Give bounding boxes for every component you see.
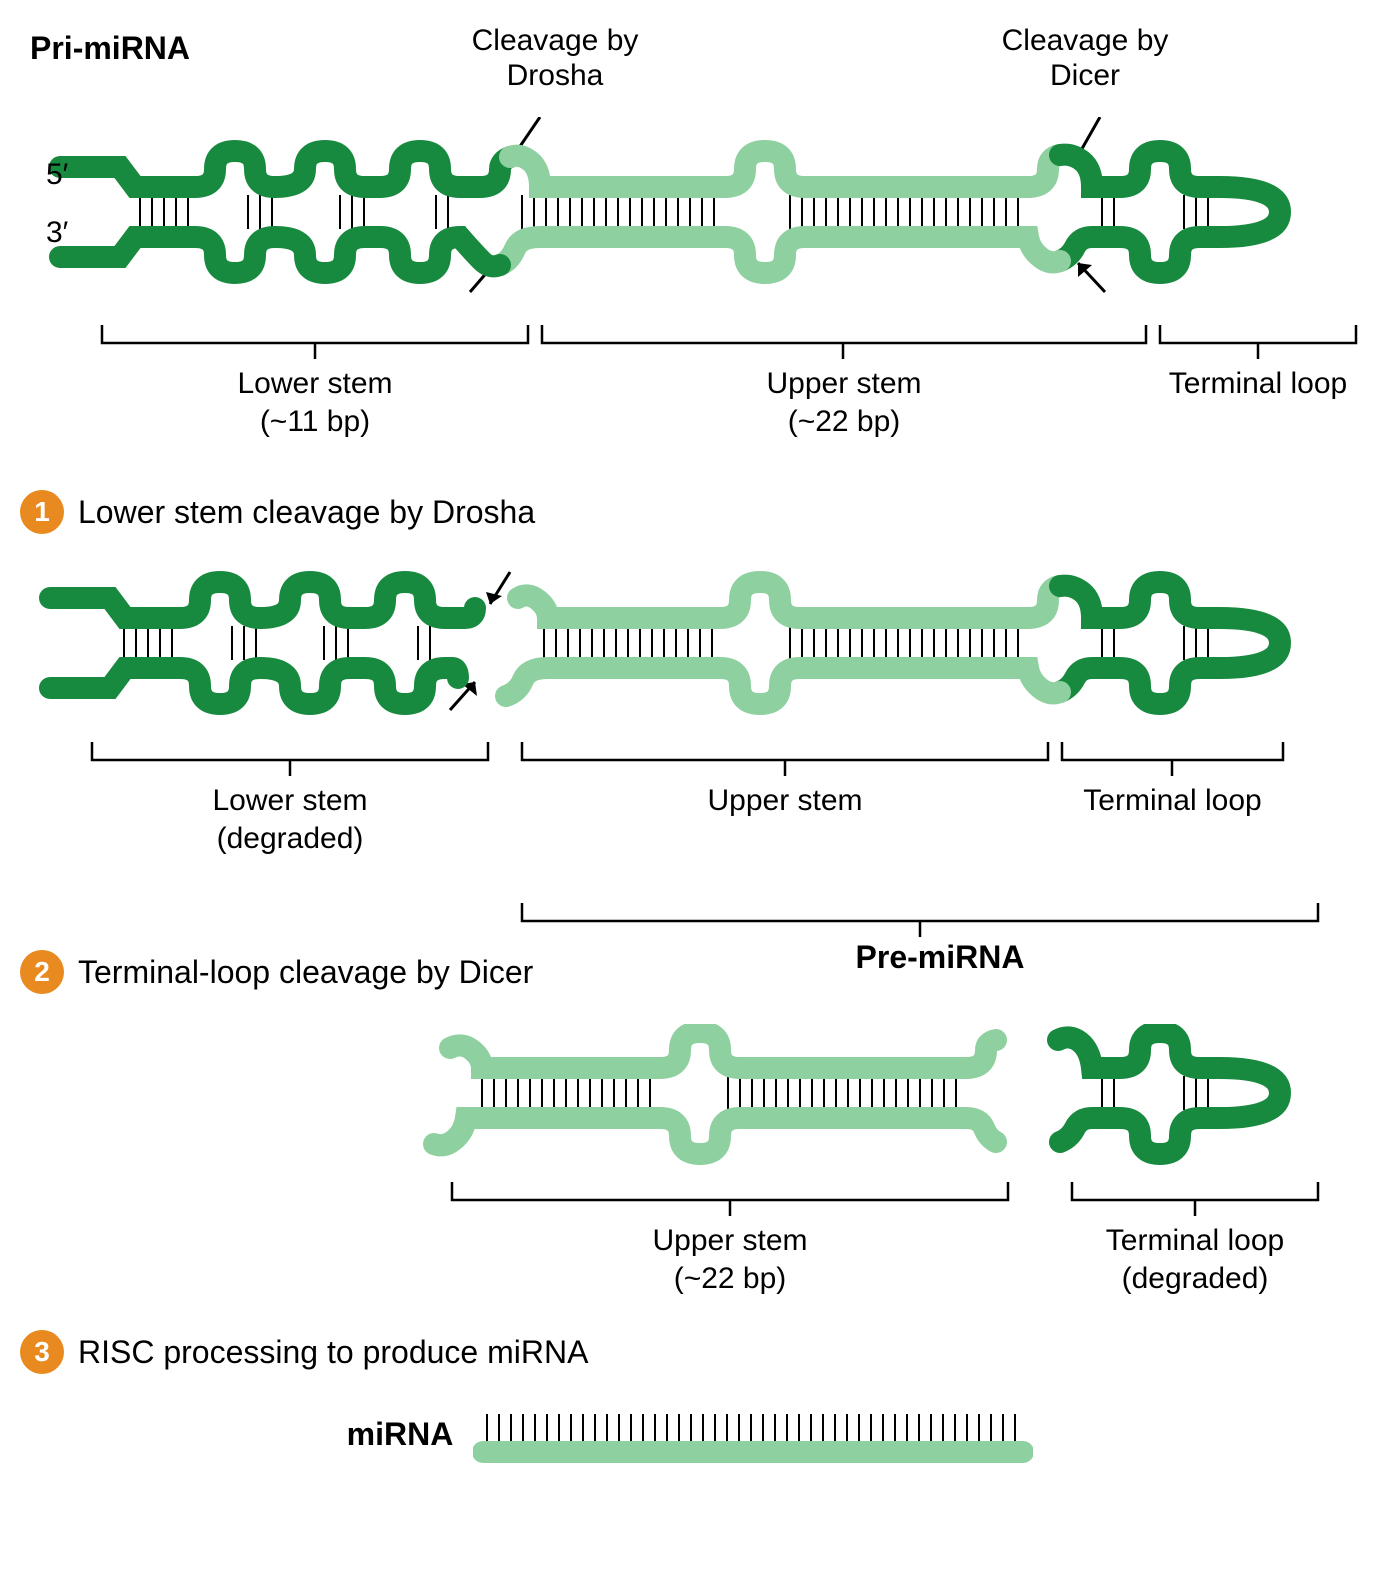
step-2: 2 Terminal-loop cleavage by Dicer Upper … (20, 950, 1360, 1290)
step-3: 3 RISC processing to produce miRNA miRNA (20, 1330, 1360, 1464)
step2-brackets: Upper stem (~22 bp) Terminal loop (degra… (450, 1180, 1360, 1297)
terminal-loop-deg-label: Terminal loop (degraded) (1070, 1222, 1320, 1297)
panel-pri-mirna: Pri-miRNA Cleavage by Drosha Cleavage by… (20, 30, 1360, 450)
step-2-badge: 2 (20, 950, 64, 994)
terminal-loop-label: Terminal loop (1158, 365, 1358, 403)
dicer-cleavage-label: Cleavage by Dicer (980, 24, 1190, 93)
upper-stem-3-label: Upper stem (~22 bp) (450, 1222, 1010, 1297)
drosha-cleavage-label: Cleavage by Drosha (450, 24, 660, 93)
step-1-badge: 1 (20, 490, 64, 534)
mirna-label: miRNA (347, 1416, 454, 1453)
mirna-svg (473, 1404, 1033, 1464)
lower-stem-label: Lower stem (~11 bp) (100, 365, 530, 440)
step1-brackets: Lower stem (degraded) Upper stem Termina… (90, 740, 1360, 857)
upper-stem-2-label: Upper stem (520, 782, 1050, 820)
five-prime-label: 5′ (46, 158, 68, 192)
step-1: 1 Lower stem cleavage by Drosha (20, 490, 1360, 910)
step-3-badge: 3 (20, 1330, 64, 1374)
step-2-title: Terminal-loop cleavage by Dicer (78, 954, 533, 991)
panel1-brackets: Lower stem (~11 bp) Upper stem (~22 bp) … (100, 323, 1360, 440)
step1-svg (20, 564, 1360, 734)
pri-mirna-svg (20, 117, 1360, 317)
three-prime-label: 3′ (46, 216, 68, 250)
step2-svg (20, 1024, 1360, 1174)
lower-stem-deg-label: Lower stem (degraded) (90, 782, 490, 857)
step-3-title: RISC processing to produce miRNA (78, 1334, 588, 1371)
step-1-title: Lower stem cleavage by Drosha (78, 494, 535, 531)
upper-stem-label: Upper stem (~22 bp) (540, 365, 1148, 440)
terminal-loop-2-label: Terminal loop (1060, 782, 1285, 820)
